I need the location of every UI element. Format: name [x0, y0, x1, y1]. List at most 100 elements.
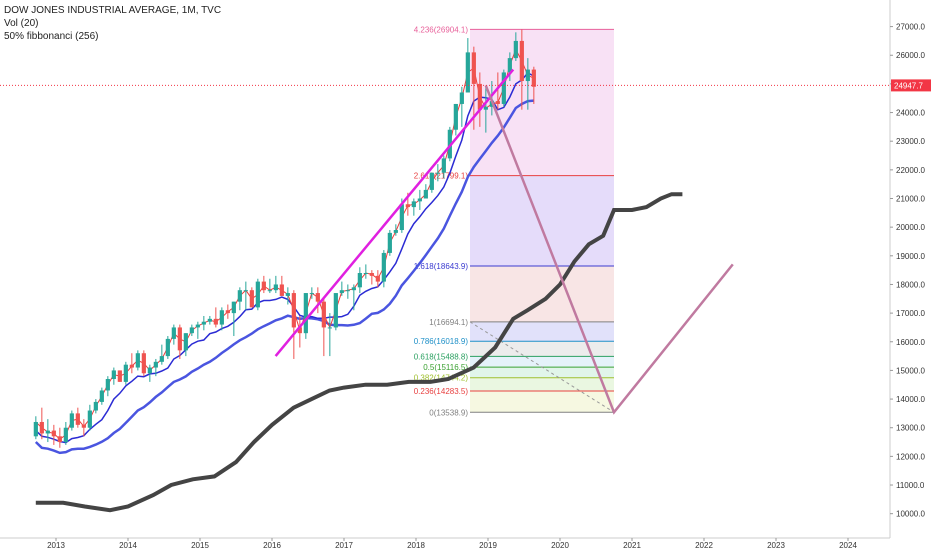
candle-body [363, 273, 368, 274]
candle-body [495, 101, 500, 104]
price-tag-label: 24947.7 [894, 81, 923, 90]
candle-body [69, 413, 74, 428]
x-tick-label: 2024 [839, 541, 857, 550]
candle-body [189, 327, 194, 334]
y-tick-label: 14000.0 [896, 395, 925, 404]
x-tick-label: 2016 [263, 541, 281, 550]
x-tick-label: 2023 [767, 541, 785, 550]
candles[interactable] [33, 29, 536, 448]
candle-body [123, 364, 128, 382]
y-tick-label: 18000.0 [896, 280, 925, 289]
fib-band [470, 266, 614, 322]
x-axis[interactable]: 2013 2014 2015 2016 2017 2018 2019 2020 2021 2022… [0, 537, 890, 550]
x-tick-label: 2017 [335, 541, 353, 550]
y-tick-label: 12000.0 [896, 452, 925, 461]
y-tick-label: 24000.0 [896, 109, 925, 118]
fib-level-label: 0.236(14283.5) [414, 387, 469, 396]
support-trendline [274, 68, 515, 357]
symbol-title[interactable]: DOW JONES INDUSTRIAL AVERAGE, 1M, TVC [4, 5, 222, 16]
candle-body [369, 273, 374, 276]
candle-body [33, 421, 38, 437]
candle-body [297, 327, 302, 334]
candle-body [507, 58, 512, 73]
fib-level-label: 0(13538.9) [429, 408, 468, 417]
y-tick-label: 27000.0 [896, 23, 925, 32]
candle-body [237, 290, 242, 302]
candle-body [141, 353, 146, 374]
candle-body [339, 290, 344, 294]
candle-body [165, 338, 170, 357]
projection-path[interactable] [484, 84, 734, 415]
x-tick-label: 2018 [407, 541, 425, 550]
candle-body [513, 40, 518, 59]
fib-level-label: 0.5(15116.5) [423, 363, 468, 372]
fib-level-label: 0.786(16018.9) [414, 337, 469, 346]
price-tag: 24947.7 [891, 79, 931, 92]
y-tick-label: 20000.0 [896, 223, 925, 232]
candle-body [153, 361, 158, 368]
fib-indicator-label[interactable]: 50% fibbonanci (256) [4, 31, 99, 42]
x-tick-label: 2019 [479, 541, 497, 550]
candle-body [405, 204, 410, 208]
candle-body [39, 421, 44, 434]
trendline[interactable] [274, 68, 515, 357]
candle-body [93, 401, 98, 411]
candle-body [51, 430, 56, 437]
candle-body [177, 327, 182, 351]
projection-line [484, 84, 734, 415]
y-tick-label: 17000.0 [896, 309, 925, 318]
candle-body [255, 281, 260, 308]
x-tick-label: 2015 [191, 541, 209, 550]
candle-body [471, 52, 476, 84]
candle-body [303, 293, 308, 334]
y-tick-label: 13000.0 [896, 424, 925, 433]
candle-body [501, 72, 506, 104]
candle-body [279, 284, 284, 296]
y-tick-label: 23000.0 [896, 137, 925, 146]
candle-body [225, 310, 230, 314]
candle-body [219, 310, 224, 325]
candle-body [201, 321, 206, 325]
y-tick-label: 10000.0 [896, 510, 925, 519]
price-tag-box [891, 79, 931, 92]
fib-level-label: 0.618(15488.8) [414, 352, 469, 361]
volume-indicator-label[interactable]: Vol (20) [4, 18, 39, 29]
candle-body [75, 413, 80, 425]
candle-body [273, 284, 278, 291]
fib-diagonal [469, 321, 615, 413]
candle-body [183, 333, 188, 351]
candle-body [147, 367, 152, 374]
fib-level-label: 1.618(18643.9) [414, 262, 469, 271]
candle-body [195, 324, 200, 328]
candle-body [99, 390, 104, 402]
baseline-ma-line [35, 192, 683, 513]
candle-body [327, 327, 332, 329]
mid-ma-line [35, 72, 535, 444]
candle-body [315, 293, 320, 302]
candle-body [117, 370, 122, 382]
candle-body [321, 301, 326, 328]
candle-body [249, 290, 254, 308]
fib-band [470, 321, 614, 342]
candle-body [477, 83, 482, 110]
candle-body [231, 301, 236, 314]
candle-body [333, 293, 338, 328]
y-tick-label: 19000.0 [896, 252, 925, 261]
candle-body [159, 356, 164, 362]
candle-body [429, 172, 434, 190]
slow-ma-line [34, 99, 534, 455]
candle-body [459, 92, 464, 104]
candle-body [375, 275, 380, 282]
fib-level-label: 1(16694.1) [429, 318, 468, 327]
y-axis[interactable]: 27000.026000.025000.024000.023000.022000… [889, 0, 925, 538]
fib-band [470, 377, 614, 391]
candle-body [345, 290, 350, 292]
candle-body [213, 318, 218, 325]
y-tick-label: 11000.0 [896, 481, 925, 490]
fib-band [470, 367, 614, 378]
candle-body [309, 293, 314, 295]
candle-body [423, 189, 428, 199]
candle-body [45, 430, 50, 434]
chart-legend: DOW JONES INDUSTRIAL AVERAGE, 1M, TVC Vo… [4, 4, 221, 43]
